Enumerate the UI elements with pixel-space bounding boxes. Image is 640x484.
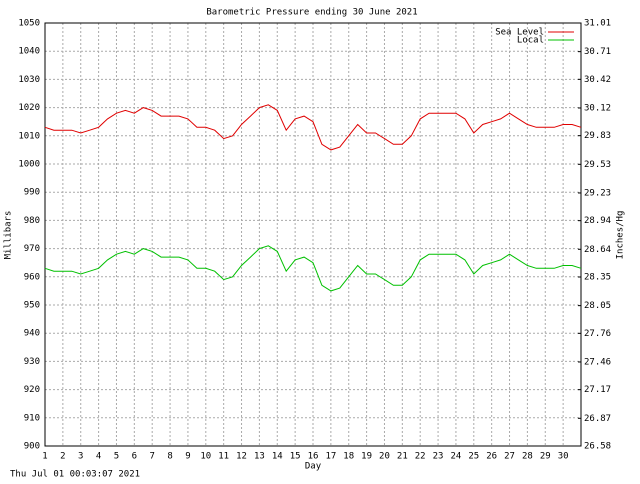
- y-tick-label: 1030: [18, 75, 40, 85]
- y2-tick-label: 28.64: [584, 245, 611, 255]
- y-tick-label: 940: [24, 329, 40, 339]
- x-tick-label: 16: [308, 452, 319, 462]
- y2-tick-label: 27.46: [584, 357, 611, 367]
- x-tick-label: 30: [558, 452, 569, 462]
- x-tick-label: 4: [96, 452, 101, 462]
- y2-tick-label: 26.58: [584, 442, 611, 452]
- y-tick-label: 930: [24, 357, 40, 367]
- y-tick-label: 950: [24, 301, 40, 311]
- x-tick-label: 7: [149, 452, 154, 462]
- y2-tick-label: 28.94: [584, 216, 611, 226]
- y-axis-label: Millibars: [4, 211, 14, 260]
- x-tick-label: 15: [290, 452, 301, 462]
- series-line: [44, 104, 582, 151]
- y2-tick-label: 27.76: [584, 329, 611, 339]
- x-tick-label: 1: [42, 452, 47, 462]
- y2-axis-label: Inches/Hg: [616, 211, 626, 260]
- x-tick-label: 21: [397, 452, 408, 462]
- x-tick-label: 13: [254, 452, 265, 462]
- y2-tick-label: 30.71: [584, 47, 611, 57]
- y2-tick-label: 27.17: [584, 385, 611, 395]
- y-tick-label: 910: [24, 413, 40, 423]
- x-tick-label: 12: [236, 452, 247, 462]
- y2-tick-label: 29.53: [584, 160, 611, 170]
- y2-tick-label: 31.01: [584, 19, 611, 29]
- y-tick-label: 1010: [18, 131, 40, 141]
- y2-tick-label: 28.35: [584, 272, 611, 282]
- x-tick-label: 24: [451, 452, 462, 462]
- x-tick-label: 20: [379, 452, 390, 462]
- legend-label: Sea Level: [495, 28, 544, 38]
- y-tick-label: 1000: [18, 160, 40, 170]
- x-tick-label: 18: [343, 452, 354, 462]
- x-tick-label: 28: [522, 452, 533, 462]
- series-line: [44, 245, 582, 292]
- y-tick-label: 1040: [18, 47, 40, 57]
- x-tick-label: 19: [361, 452, 372, 462]
- x-tick-label: 5: [114, 452, 119, 462]
- y-tick-label: 920: [24, 385, 40, 395]
- y-tick-label: 980: [24, 216, 40, 226]
- y-tick-label: 900: [24, 442, 40, 452]
- x-tick-label: 17: [325, 452, 336, 462]
- x-tick-label: 10: [200, 452, 211, 462]
- plot-frame: [44, 22, 582, 447]
- y-tick-label: 960: [24, 272, 40, 282]
- x-tick-label: 2: [60, 452, 65, 462]
- x-tick-label: 3: [78, 452, 83, 462]
- y-tick-label: 970: [24, 244, 40, 254]
- y2-tick-label: 29.23: [584, 188, 611, 198]
- x-tick-label: 11: [218, 452, 229, 462]
- footer: Thu Jul 01 00:03:07 2021: [10, 470, 140, 480]
- x-tick-label: 6: [132, 452, 137, 462]
- x-tick-label: 22: [415, 452, 426, 462]
- x-tick-label: 23: [433, 452, 444, 462]
- chart-title: Barometric Pressure ending 30 June 2021: [206, 8, 417, 18]
- y2-tick-label: 30.42: [584, 75, 611, 85]
- x-tick-label: 25: [468, 452, 479, 462]
- x-tick-label: 9: [185, 452, 190, 462]
- y2-tick-label: 28.05: [584, 301, 611, 311]
- y-tick-label: 990: [24, 188, 40, 198]
- x-tick-label: 26: [486, 452, 497, 462]
- x-axis-label: Day: [305, 462, 322, 472]
- y2-tick-label: 29.83: [584, 131, 611, 141]
- x-tick-label: 14: [272, 452, 283, 462]
- y2-tick-label: 30.12: [584, 103, 611, 113]
- x-tick-label: 29: [540, 452, 551, 462]
- x-tick-label: 27: [504, 452, 515, 462]
- legend-label: Local: [517, 36, 544, 46]
- y-tick-label: 1020: [18, 103, 40, 113]
- y-tick-label: 1050: [18, 19, 40, 29]
- y2-tick-label: 26.87: [584, 414, 611, 424]
- x-tick-label: 8: [167, 452, 172, 462]
